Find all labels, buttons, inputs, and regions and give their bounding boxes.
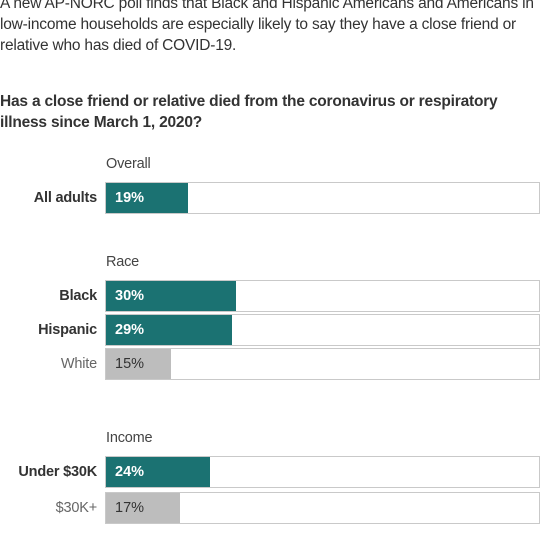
chart-question: Has a close friend or relative died from…: [0, 93, 498, 131]
bar-track: 29%: [105, 314, 540, 346]
category-label: Black: [59, 288, 97, 304]
bar-track: 17%: [105, 492, 540, 524]
category-label: $30K+: [55, 500, 98, 516]
data-label: 29%: [115, 322, 145, 338]
data-label: 24%: [115, 464, 145, 480]
bar-track: 30%: [105, 280, 540, 312]
data-label: 15%: [115, 356, 145, 372]
section-title-income: Income: [106, 430, 153, 446]
category-label: White: [60, 356, 97, 372]
bar: [106, 315, 232, 345]
category-label: Under $30K: [18, 464, 97, 480]
data-label: 17%: [115, 500, 145, 516]
bar: [106, 183, 188, 213]
bar-track: 19%: [105, 182, 540, 214]
bar: [106, 349, 171, 379]
data-label: 19%: [115, 190, 145, 206]
bar: [106, 493, 180, 523]
bar-track: 24%: [105, 456, 540, 488]
category-label: Hispanic: [38, 322, 97, 338]
section-title-race: Race: [106, 254, 140, 270]
intro-text: A new AP-NORC poll finds that Black and …: [0, 0, 534, 54]
bar-track: 15%: [105, 348, 540, 380]
category-label: All adults: [33, 190, 97, 206]
section-title-overall: Overall: [106, 156, 151, 172]
bar: [106, 457, 210, 487]
bar: [106, 281, 236, 311]
data-label: 30%: [115, 288, 145, 304]
